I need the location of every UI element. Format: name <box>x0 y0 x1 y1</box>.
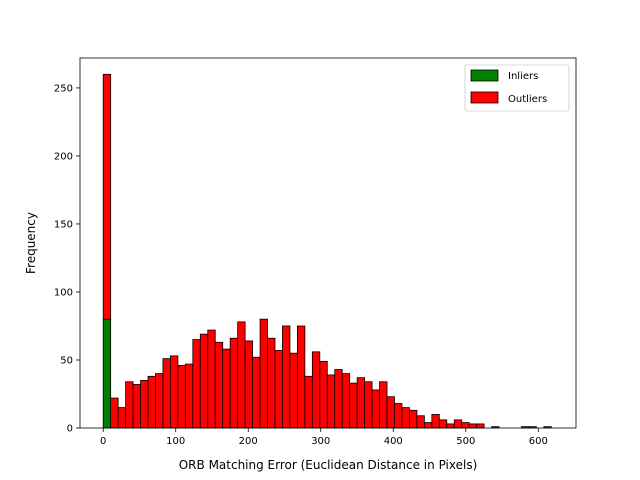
bar-outliers-22 <box>267 337 276 429</box>
bar-outliers-12 <box>192 339 201 429</box>
x-tick-label-600: 600 <box>529 436 548 447</box>
bar-outliers-3 <box>125 381 134 429</box>
x-axis-ticks: 0 100 200 300 400 500 600 <box>100 428 548 447</box>
y-tick-label-0: 0 <box>67 424 73 435</box>
bar-outliers-21 <box>259 318 268 429</box>
bar-outliers-47 <box>453 419 463 429</box>
bar-outliers-33 <box>349 382 358 429</box>
y-tick-label-200: 200 <box>54 151 73 162</box>
bar-outliers-30 <box>326 374 336 429</box>
bar-outliers-5 <box>140 379 149 429</box>
x-axis-label: ORB Matching Error (Euclidean Distance i… <box>179 458 478 472</box>
bar-outliers-18 <box>237 321 246 429</box>
bar-outliers-32 <box>341 373 351 429</box>
bar-outliers-35 <box>364 381 373 429</box>
bar-outliers-15 <box>214 341 224 429</box>
bar-outliers-13 <box>199 333 209 429</box>
bar-outliers-38 <box>386 396 395 429</box>
bar-outliers-45 <box>438 419 448 429</box>
y-tick-label-50: 50 <box>60 355 73 366</box>
bar-outliers-49 <box>468 423 478 429</box>
bar-outliers-23 <box>274 350 283 429</box>
bar-outliers-50 <box>476 423 485 429</box>
y-axis-ticks: 0 50 100 150 200 250 <box>54 83 80 435</box>
legend-swatch-outliers <box>470 91 499 104</box>
legend-label-inliers: Inliers <box>508 71 538 82</box>
bar-outliers-27 <box>304 375 313 429</box>
x-tick-label-300: 300 <box>311 436 330 447</box>
x-tick-label-100: 100 <box>166 436 185 447</box>
bar-outliers-29 <box>319 360 328 429</box>
y-tick-label-250: 250 <box>54 83 73 94</box>
bar-outliers-2 <box>117 407 127 429</box>
bar-outliers-17 <box>229 337 239 429</box>
bar-outliers-8 <box>162 358 171 429</box>
bar-outliers-31 <box>334 369 343 429</box>
bar-outliers-34 <box>356 377 366 429</box>
bar-outliers-19 <box>244 340 253 429</box>
bar-outliers-44 <box>431 413 440 429</box>
legend: Inliers Outliers <box>464 64 570 112</box>
legend-swatch-inliers <box>470 69 499 82</box>
bar-outliers-36 <box>371 389 380 429</box>
bar-outliers-28 <box>311 351 321 429</box>
bar-outliers-42 <box>416 415 425 429</box>
bar-outliers-10 <box>177 365 186 429</box>
bar-outliers-39 <box>394 403 403 429</box>
bar-outliers-26 <box>296 325 306 429</box>
bar-outliers-16 <box>222 348 231 429</box>
bar-outliers-25 <box>289 352 298 429</box>
bar-outliers-40 <box>401 407 410 429</box>
x-tick-label-400: 400 <box>384 436 403 447</box>
y-tick-label-100: 100 <box>54 287 73 298</box>
plot-area <box>80 58 576 428</box>
bar-outliers-6 <box>147 375 156 429</box>
bar-outliers-24 <box>282 325 291 429</box>
x-tick-label-500: 500 <box>456 436 475 447</box>
x-tick-label-200: 200 <box>239 436 258 447</box>
bar-outliers-43 <box>423 422 433 429</box>
bar-outliers-37 <box>379 381 388 429</box>
legend-label-outliers: Outliers <box>508 94 547 105</box>
bar-outliers-20 <box>252 356 261 429</box>
bar-outliers-14 <box>207 329 216 429</box>
bar-outliers-46 <box>446 423 455 429</box>
plot-frame <box>79 57 577 429</box>
bar-outliers-1 <box>110 397 119 429</box>
bar-outliers-41 <box>409 409 418 429</box>
bar-outliers-48 <box>461 422 470 429</box>
x-tick-label-0: 0 <box>100 436 106 447</box>
bar-outliers-11 <box>184 363 194 429</box>
y-axis-label: Frequency <box>24 212 38 274</box>
bar-outliers-9 <box>170 355 179 429</box>
bar-outliers-7 <box>155 373 164 429</box>
y-tick-label-150: 150 <box>54 219 73 230</box>
bar-outliers-0 <box>102 73 112 320</box>
bar-inliers-0 <box>102 318 112 429</box>
bar-outliers-4 <box>132 384 141 429</box>
